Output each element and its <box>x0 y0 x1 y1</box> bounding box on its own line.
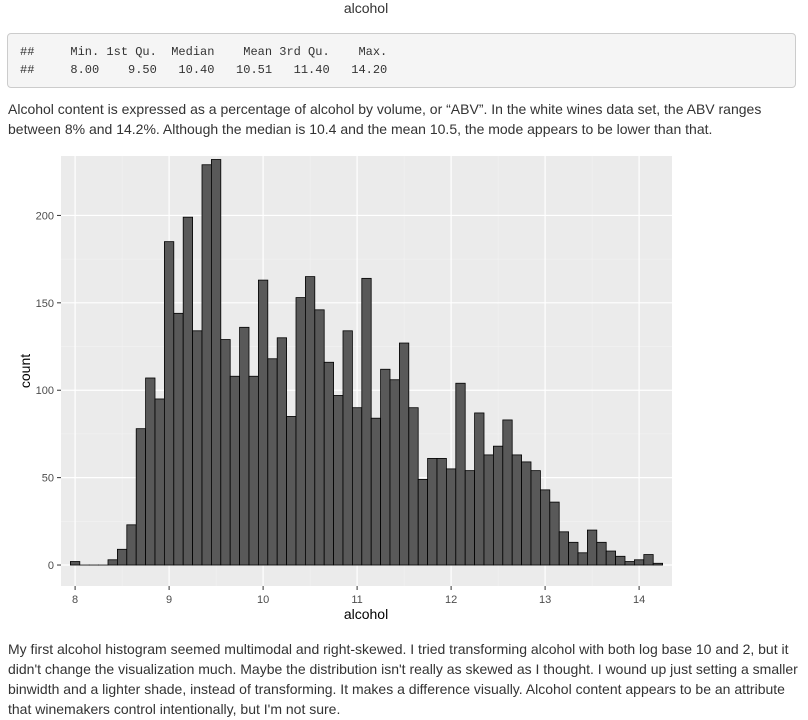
histogram-bar <box>286 416 297 566</box>
histogram-bar <box>192 330 203 566</box>
discussion-paragraph: My first alcohol histogram seemed multim… <box>8 641 798 717</box>
histogram-bar <box>483 454 494 566</box>
histogram-bar <box>295 297 306 566</box>
intro-paragraph: Alcohol content is expressed as a percen… <box>8 101 762 137</box>
section-title: alcohol <box>343 0 389 16</box>
x-tick-label: 9 <box>166 594 172 606</box>
histogram-bar <box>201 164 212 566</box>
x-tick-label: 14 <box>633 594 645 606</box>
histogram-bar <box>257 279 269 566</box>
histogram-bar <box>239 326 250 566</box>
x-tick-label: 13 <box>539 594 551 606</box>
histogram-bar <box>398 342 410 566</box>
histogram-bars <box>70 159 664 566</box>
histogram-bar <box>323 361 335 566</box>
histogram-bar <box>605 550 617 566</box>
histogram-bar <box>351 407 363 566</box>
histogram-bar <box>248 375 259 566</box>
histogram-bar <box>652 562 664 566</box>
histogram-bar <box>117 548 128 566</box>
histogram-bar <box>408 407 419 566</box>
histogram-bar <box>549 501 560 566</box>
histogram-bar <box>558 531 570 566</box>
histogram-bar <box>474 412 485 566</box>
x-tick-label: 10 <box>257 594 269 606</box>
y-tick-label: 50 <box>42 473 54 485</box>
histogram-bar <box>267 358 278 566</box>
histogram-bar <box>643 554 654 566</box>
histogram-bar <box>154 398 165 566</box>
x-tick-label: 11 <box>351 594 362 606</box>
x-axis-title: alcohol <box>344 606 388 622</box>
histogram-bar <box>445 468 457 566</box>
histogram-bar <box>587 529 598 566</box>
histogram-bar <box>540 489 551 566</box>
y-tick-labels: 0 50 100 150 200 <box>36 210 54 572</box>
x-tick-label: 12 <box>445 594 457 606</box>
histogram-bar <box>210 159 222 566</box>
histogram-bar <box>389 379 400 566</box>
histogram-bar <box>511 454 523 566</box>
x-tick-label: 8 <box>72 594 78 606</box>
alcohol-histogram: 0 50 100 150 200 8 9 10 11 12 13 14 count alcohol <box>17 156 672 622</box>
histogram-bar <box>220 339 231 566</box>
histogram-bar <box>145 377 156 566</box>
histogram-bar <box>596 541 607 566</box>
histogram-bar <box>417 478 429 566</box>
histogram-bar <box>624 561 635 566</box>
histogram-bar <box>276 337 288 566</box>
histogram-bar <box>342 330 353 566</box>
histogram-bar <box>492 445 504 566</box>
histogram-bar <box>502 419 513 566</box>
histogram-bar <box>615 555 626 566</box>
histogram-bar <box>182 216 193 566</box>
x-tick-labels: 8 9 10 11 12 13 14 <box>72 594 645 606</box>
histogram-bar <box>107 559 118 566</box>
summary-output-block: ## Min. 1st Qu. Median Mean 3rd Qu. Max.… <box>7 33 796 88</box>
histogram-bar <box>370 417 382 566</box>
histogram-bar <box>634 559 645 566</box>
summary-header-line: ## Min. 1st Qu. Median Mean 3rd Qu. Max. <box>20 45 388 59</box>
histogram-bar <box>70 561 81 566</box>
histogram-bar <box>135 428 146 566</box>
histogram-bar <box>173 312 184 566</box>
histogram-bar <box>427 457 438 566</box>
axis-ticks <box>57 214 640 590</box>
histogram-bar <box>126 524 137 566</box>
histogram-bar <box>380 368 391 566</box>
summary-values-line: ## 8.00 9.50 10.40 10.51 11.40 14.20 <box>20 63 388 77</box>
histogram-bar <box>577 552 588 566</box>
histogram-bar <box>333 395 344 566</box>
y-tick-label: 100 <box>36 385 54 397</box>
histogram-bar <box>521 461 532 566</box>
histogram-bar <box>436 457 447 566</box>
histogram-bar <box>361 277 372 566</box>
y-axis-title: count <box>17 354 33 388</box>
histogram-bar <box>229 375 240 566</box>
histogram-bar <box>464 470 476 566</box>
y-tick-label: 0 <box>48 560 54 572</box>
histogram-bar <box>568 541 579 566</box>
histogram-bar <box>304 276 316 566</box>
histogram-bar <box>163 241 175 566</box>
histogram-bar <box>455 382 466 566</box>
histogram-bar <box>314 309 325 566</box>
histogram-bar <box>530 470 541 566</box>
y-tick-label: 150 <box>36 298 54 310</box>
y-tick-label: 200 <box>36 210 54 222</box>
